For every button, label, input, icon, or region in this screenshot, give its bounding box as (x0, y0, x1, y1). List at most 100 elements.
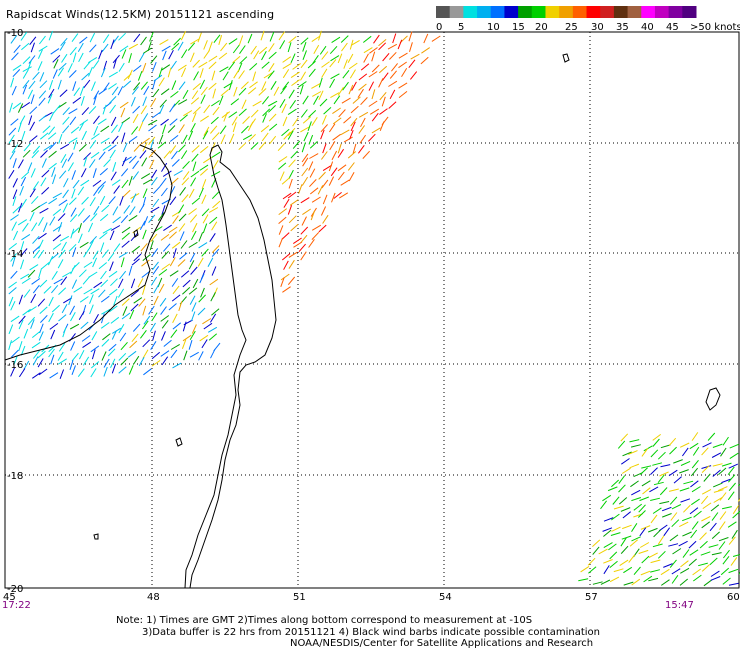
wind-barb (11, 221, 17, 231)
wind-barb (91, 81, 96, 91)
wind-barb (80, 168, 87, 178)
wind-barb (321, 61, 330, 68)
wind-barb (710, 570, 720, 577)
wind-barb (340, 35, 349, 43)
wind-barb (39, 132, 49, 140)
wind-barb (689, 507, 699, 515)
wind-barb (78, 223, 82, 233)
wind-barb (17, 159, 24, 169)
wind-barb (722, 577, 731, 585)
wind-barb (300, 126, 310, 133)
wind-barb (638, 549, 649, 554)
wind-barb (140, 81, 148, 90)
wind-barb (657, 474, 665, 484)
wind-barb (352, 96, 361, 104)
wind-barb (130, 96, 136, 107)
wind-barb (41, 262, 50, 270)
wind-barb (139, 220, 146, 230)
wind-barb (69, 116, 77, 126)
wind-barb (273, 86, 280, 96)
wind-barb (29, 188, 36, 198)
wind-barb (332, 107, 341, 115)
wind-barb (249, 63, 258, 71)
wind-barb (59, 143, 70, 150)
wind-barb (587, 557, 596, 566)
wind-barb (203, 322, 213, 330)
wind-barb (723, 549, 730, 559)
wind-barb (10, 77, 15, 88)
wind-barb (280, 85, 288, 95)
wind-barb (121, 168, 129, 177)
wind-barb (23, 143, 31, 152)
wind-barb (108, 96, 117, 104)
lat-label: -16 (7, 360, 23, 371)
wind-barb (349, 130, 354, 140)
wind-barb (238, 70, 245, 79)
wind-barb (21, 101, 31, 109)
wind-barb (322, 164, 332, 172)
wind-barb (90, 213, 98, 222)
wind-barb (289, 100, 297, 109)
wind-barb (727, 466, 735, 476)
wind-barb (690, 529, 698, 539)
wind-barb (730, 557, 738, 566)
wind-barb (23, 360, 30, 370)
wind-barb (653, 529, 662, 538)
wind-barb (148, 124, 157, 132)
wind-barb (152, 88, 160, 98)
wind-barb (70, 341, 76, 351)
wind-barb (171, 42, 180, 51)
wind-barb (728, 536, 736, 545)
wind-barb (329, 45, 338, 55)
wind-barb (348, 172, 355, 182)
wind-barb (287, 127, 296, 136)
wind-barb (242, 116, 250, 124)
wind-barb (121, 49, 127, 59)
wind-barb (48, 296, 54, 307)
wind-barb (100, 242, 105, 253)
wind-barb (281, 103, 287, 114)
wind-barb (202, 318, 212, 325)
wind-barb (182, 321, 187, 332)
wind-barb (228, 38, 238, 45)
wind-barb (342, 69, 350, 79)
wind-barb (282, 116, 288, 127)
wind-barb (232, 44, 240, 54)
wind-barb (137, 278, 144, 288)
wind-barb (170, 329, 178, 339)
wind-barb (318, 30, 322, 41)
wind-barb (159, 39, 169, 46)
wind-barb (90, 361, 100, 369)
wind-barb (421, 47, 430, 54)
wind-barb (182, 334, 192, 342)
wind-barb (210, 116, 219, 125)
wind-barb (641, 555, 650, 564)
wind-barb (181, 177, 190, 186)
wind-barb (378, 78, 384, 88)
wind-barb (392, 33, 397, 44)
colorbar-swatch (682, 6, 697, 18)
wind-barb (701, 521, 711, 529)
wind-barb (718, 537, 729, 542)
wind-barb (288, 215, 297, 224)
wind-barb (69, 213, 78, 223)
wind-barb (161, 205, 166, 215)
wind-barb (8, 169, 15, 179)
wind-barb (140, 105, 148, 115)
wind-barb (700, 551, 711, 556)
wind-barb (680, 460, 691, 466)
wind-barb (178, 213, 187, 222)
wind-barb (69, 305, 76, 315)
wind-barb (588, 566, 597, 574)
wind-barb (631, 489, 641, 496)
wind-barb (671, 568, 681, 575)
wind-barb (32, 145, 41, 154)
wind-barb (128, 53, 132, 64)
wind-barb (178, 223, 186, 232)
wind-barb (710, 504, 720, 512)
wind-barb (150, 276, 158, 286)
wind-barb (321, 115, 327, 125)
wind-barb (122, 306, 128, 316)
wind-barb (189, 295, 196, 305)
wind-barb (151, 248, 159, 257)
